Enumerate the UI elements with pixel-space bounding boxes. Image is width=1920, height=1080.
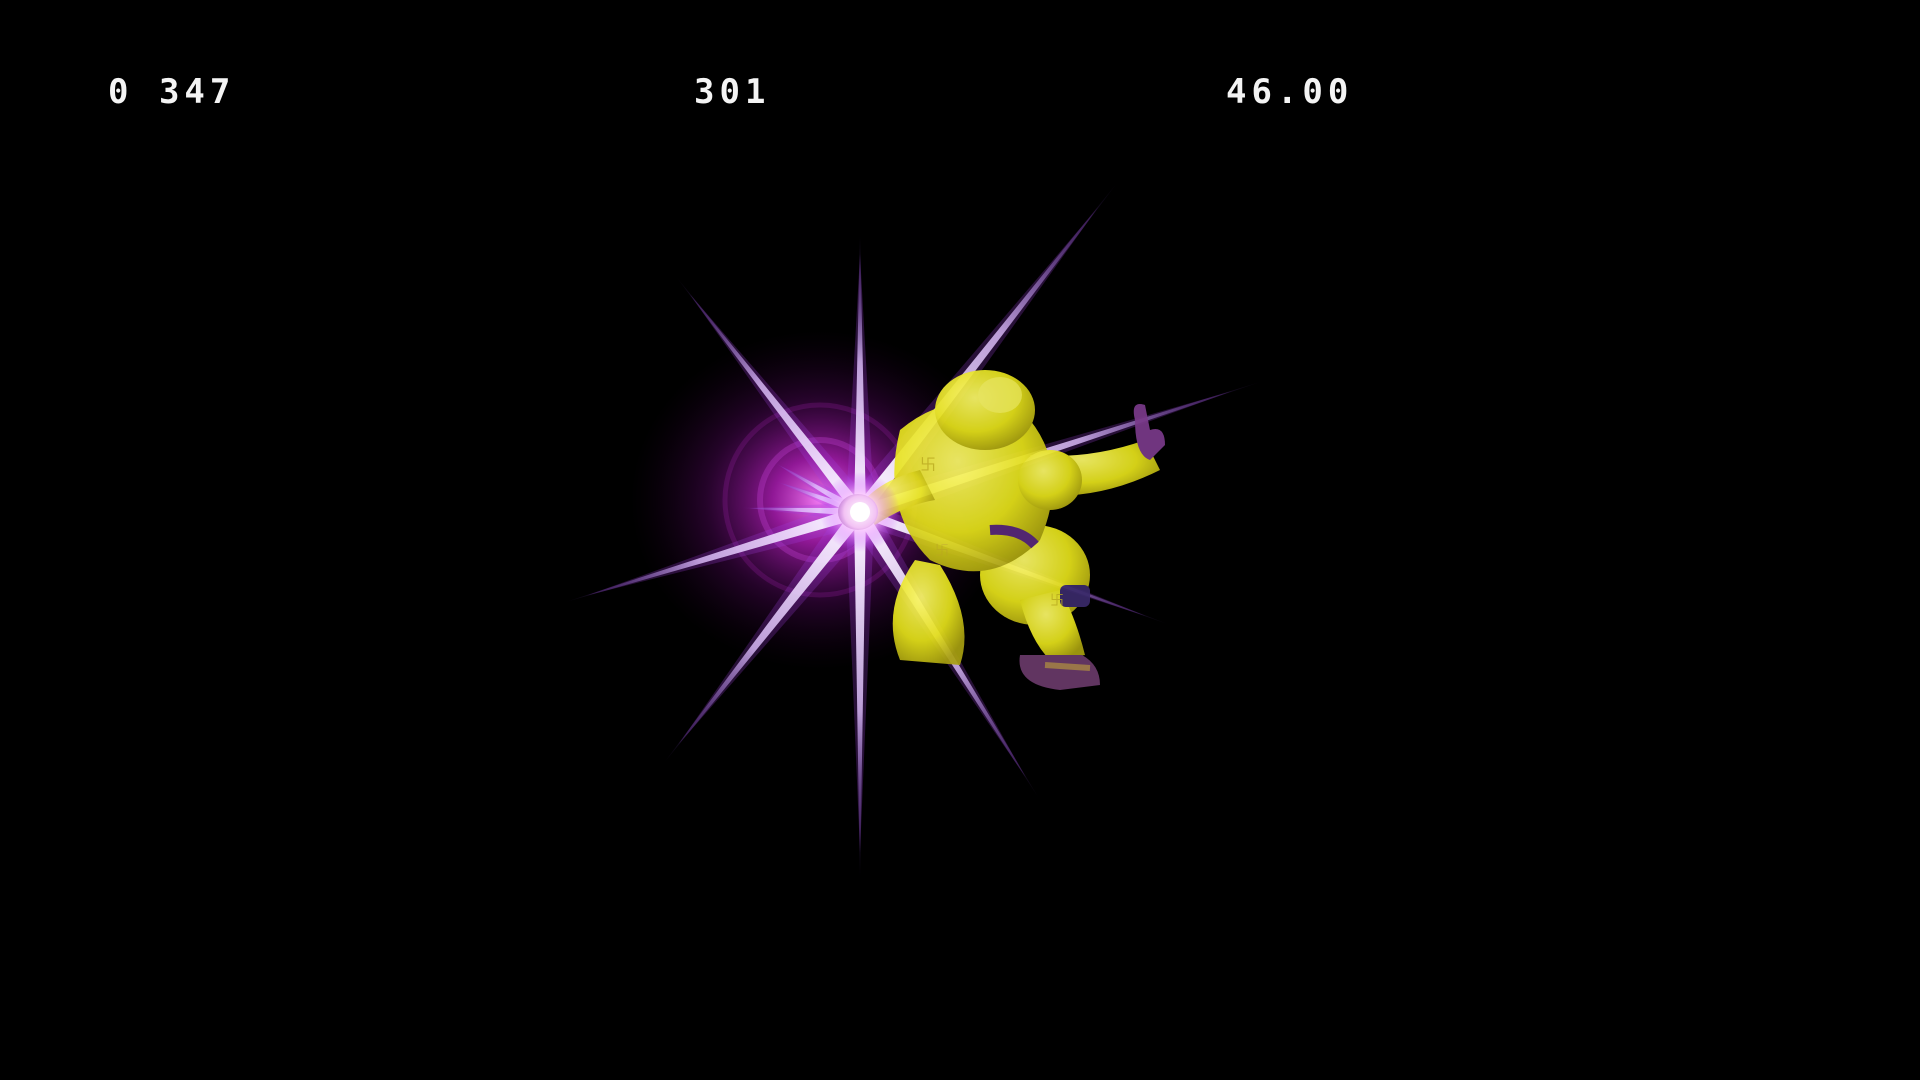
starburst-ray [854, 504, 866, 882]
fighter-character-icon: 卐 卐 卐 [838, 370, 1165, 690]
hitstun-counter: 301 [694, 72, 771, 112]
starburst-ray-halo [587, 498, 865, 596]
starburst-ray [854, 232, 866, 520]
starburst-ray [563, 506, 868, 603]
damage-percent: 46.00 [1226, 72, 1354, 112]
frame-counter: 0 347 [108, 72, 236, 112]
svg-text:卐: 卐 [1050, 593, 1064, 609]
svg-text:卐: 卐 [920, 455, 936, 474]
starburst-ray [675, 275, 865, 519]
starburst-ray [662, 505, 866, 765]
svg-text:卐: 卐 [935, 543, 949, 559]
impact-core [820, 472, 900, 552]
